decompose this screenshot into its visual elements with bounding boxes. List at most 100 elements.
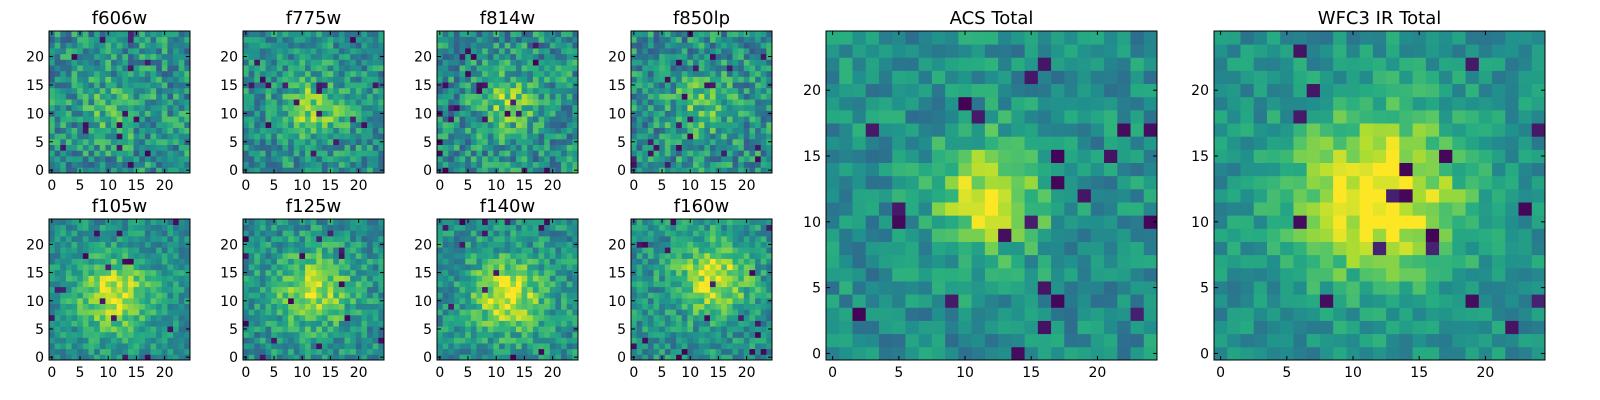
heatmap-cell bbox=[173, 230, 180, 237]
x-tick-label: 0 bbox=[241, 178, 250, 194]
heatmap-cell bbox=[487, 343, 494, 350]
heatmap-cell bbox=[549, 337, 556, 344]
heatmap-cell bbox=[167, 314, 174, 321]
heatmap-cell bbox=[738, 320, 745, 327]
heatmap-cell bbox=[572, 331, 579, 338]
heatmap-cell bbox=[704, 309, 711, 316]
heatmap-cell bbox=[459, 252, 466, 259]
heatmap-cell bbox=[150, 150, 157, 157]
heatmap-cell bbox=[442, 286, 449, 293]
heatmap-cell bbox=[482, 230, 489, 237]
heatmap-cell bbox=[259, 31, 266, 38]
heatmap-cell bbox=[549, 235, 556, 242]
heatmap-cell bbox=[378, 87, 385, 94]
heatmap-cell bbox=[470, 303, 477, 310]
heatmap-cell bbox=[515, 87, 522, 94]
heatmap-cell bbox=[54, 314, 61, 321]
heatmap-cell bbox=[271, 337, 278, 344]
heatmap-cell bbox=[538, 309, 545, 316]
heatmap-cell bbox=[293, 241, 300, 248]
heatmap-cell bbox=[305, 53, 312, 60]
heatmap-cell bbox=[572, 252, 579, 259]
heatmap-cell bbox=[156, 65, 163, 72]
heatmap-cell bbox=[721, 138, 728, 145]
heatmap-cell bbox=[453, 343, 460, 350]
heatmap-cell bbox=[350, 161, 357, 168]
heatmap-cell bbox=[282, 281, 289, 288]
heatmap-cell bbox=[698, 292, 705, 299]
heatmap-cell bbox=[94, 59, 101, 66]
heatmap-cell bbox=[721, 42, 728, 49]
heatmap-cell bbox=[293, 247, 300, 254]
heatmap-cell bbox=[372, 297, 379, 304]
heatmap-cell bbox=[521, 59, 528, 66]
heatmap-cell bbox=[265, 343, 272, 350]
heatmap-cell bbox=[60, 87, 67, 94]
heatmap-cell bbox=[470, 76, 477, 83]
heatmap-cell bbox=[167, 116, 174, 123]
heatmap-cell bbox=[561, 76, 568, 83]
heatmap-cell bbox=[156, 87, 163, 94]
heatmap-cell bbox=[470, 297, 477, 304]
heatmap-cell bbox=[139, 65, 146, 72]
heatmap-cell bbox=[561, 161, 568, 168]
heatmap-cell bbox=[676, 48, 683, 55]
x-tick-label: 10 bbox=[293, 365, 311, 381]
heatmap-cell bbox=[738, 309, 745, 316]
heatmap-cell bbox=[760, 99, 767, 106]
heatmap-cell bbox=[721, 36, 728, 43]
heatmap-cell bbox=[127, 93, 134, 100]
heatmap-cell bbox=[538, 116, 545, 123]
heatmap-cell bbox=[709, 59, 716, 66]
heatmap-cell bbox=[442, 110, 449, 117]
heatmap-cell bbox=[139, 303, 146, 310]
heatmap-cell bbox=[453, 269, 460, 276]
heatmap-cell bbox=[122, 70, 129, 77]
heatmap-cell bbox=[88, 219, 95, 226]
heatmap-cell bbox=[248, 82, 255, 89]
heatmap-cell bbox=[448, 309, 455, 316]
heatmap-cell bbox=[470, 59, 477, 66]
heatmap-cell bbox=[538, 144, 545, 151]
heatmap-cell bbox=[631, 36, 638, 43]
heatmap-cell bbox=[749, 127, 756, 134]
heatmap-cell bbox=[653, 150, 660, 157]
heatmap-cell bbox=[676, 76, 683, 83]
heatmap-cell bbox=[755, 65, 762, 72]
heatmap-cell bbox=[127, 281, 134, 288]
heatmap-cell bbox=[704, 121, 711, 128]
heatmap-cell bbox=[105, 36, 112, 43]
y-tick-label: 5 bbox=[423, 322, 432, 338]
heatmap-cell bbox=[99, 99, 106, 106]
heatmap-cell bbox=[378, 252, 385, 259]
heatmap-cell bbox=[65, 70, 72, 77]
heatmap-cell bbox=[372, 116, 379, 123]
heatmap-cell bbox=[647, 87, 654, 94]
heatmap-cell bbox=[321, 230, 328, 237]
heatmap-cell bbox=[133, 331, 140, 338]
heatmap-cell bbox=[344, 93, 351, 100]
heatmap-cell bbox=[693, 331, 700, 338]
heatmap-cell bbox=[766, 281, 773, 288]
heatmap-cell bbox=[704, 31, 711, 38]
heatmap-cell bbox=[282, 314, 289, 321]
heatmap-cell bbox=[243, 314, 250, 321]
heatmap-cell bbox=[642, 59, 649, 66]
heatmap-cell bbox=[738, 314, 745, 321]
heatmap-cell bbox=[465, 82, 472, 89]
heatmap-cell bbox=[310, 309, 317, 316]
heatmap-cell bbox=[49, 87, 56, 94]
heatmap-cell bbox=[499, 59, 506, 66]
heatmap-cell bbox=[555, 76, 562, 83]
heatmap-cell bbox=[659, 297, 666, 304]
heatmap-cell bbox=[510, 121, 517, 128]
heatmap-cell bbox=[184, 104, 191, 111]
heatmap-cell bbox=[338, 36, 345, 43]
heatmap-cell bbox=[254, 286, 261, 293]
heatmap-cell bbox=[487, 76, 494, 83]
heatmap-cell bbox=[133, 104, 140, 111]
heatmap-cell bbox=[459, 297, 466, 304]
heatmap-cell bbox=[515, 121, 522, 128]
heatmap-cell bbox=[442, 303, 449, 310]
heatmap-cell bbox=[659, 150, 666, 157]
